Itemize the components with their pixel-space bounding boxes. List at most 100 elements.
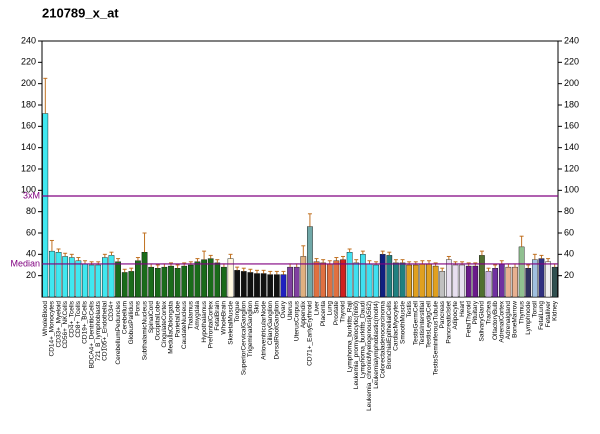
y2-tick-label: 140: [564, 142, 579, 152]
x-tick-label: Lymphoma_burkitts_Daudi: [360, 301, 367, 378]
y-tick-label: 80: [26, 206, 36, 216]
x-tick-label: Leukemia_promyelocytic(hl60): [353, 301, 360, 389]
x-tick-label: CD14+_Monocytes: [49, 300, 56, 356]
x-tick-label: Liver: [313, 300, 320, 315]
x-tick-label: TrigeminalGanglion: [247, 301, 254, 358]
bar: [174, 268, 181, 298]
bar: [287, 266, 293, 298]
x-tick-label: Testis: [406, 300, 413, 317]
bar: [128, 271, 135, 298]
bar: [366, 263, 373, 298]
y2-tick-label: 200: [564, 78, 579, 88]
bar: [274, 274, 280, 298]
y-tick-label: 40: [26, 249, 36, 259]
bar: [551, 266, 558, 298]
bar: [181, 265, 188, 298]
bar: [399, 262, 406, 298]
x-tick-label: CD33+_Myeloid: [55, 301, 62, 348]
x-tick-label: SuperiorCervicalGanglion: [240, 301, 247, 375]
x-tick-label: SmoothMuscle: [399, 301, 406, 344]
x-tick-label: BoneMarrow: [512, 301, 519, 338]
x-tick-label: Appendix: [300, 300, 307, 328]
bar: [320, 262, 326, 298]
y-tick-label: 100: [21, 185, 36, 195]
x-tick-label: TestisInterstitial: [419, 300, 426, 345]
bar: [340, 259, 346, 298]
bar: [62, 256, 68, 298]
x-tick-label: CardiacMyocytes: [393, 300, 400, 351]
bar: [254, 273, 260, 298]
y2-tick-label: 120: [564, 163, 579, 173]
reference-label: Median: [10, 258, 40, 268]
x-tick-label: CiliaryGanglion: [267, 301, 274, 345]
y-tick-label: 120: [21, 163, 36, 173]
bar: [532, 259, 538, 298]
x-tick-label: CD4+_Tcells: [68, 300, 75, 337]
y-tick-label: 160: [21, 121, 36, 131]
bar: [459, 264, 465, 298]
x-tick-label: Thalamus: [188, 300, 195, 329]
x-tick-label: PancreaticIslet: [446, 301, 453, 344]
x-tick-label: Thyroid: [340, 301, 347, 323]
x-tick-label: Adipocyte: [452, 301, 459, 330]
x-tick-label: WholeBrain: [221, 301, 228, 335]
x-tick-label: FetalThyroid: [465, 301, 472, 338]
bar: [75, 260, 82, 298]
bar: [492, 268, 498, 298]
x-tick-label: AdrenalCortex: [498, 300, 505, 342]
x-tick-label: Pons: [135, 300, 142, 316]
bar: [333, 260, 340, 298]
y-tick-label: 180: [21, 99, 36, 109]
y2-tick-label: 60: [564, 227, 574, 237]
x-tick-label: CD71+_EarlyErythroid: [307, 301, 314, 366]
x-tick-label: DorsalRootGanglion: [274, 301, 281, 360]
y-tick-label: 240: [21, 35, 36, 45]
bar: [214, 262, 221, 298]
x-tick-label: Pituitary: [472, 300, 479, 324]
y-tick-label: 140: [21, 142, 36, 152]
bar: [465, 265, 472, 298]
bar: [353, 262, 360, 298]
y2-tick-label: 100: [564, 185, 579, 195]
bar: [88, 264, 95, 298]
bar: [379, 254, 386, 298]
y-tick-label: 220: [21, 57, 36, 67]
x-tick-label: Uterus: [287, 300, 294, 320]
x-tick-label: ParietalLobe: [174, 301, 181, 338]
bar: [121, 272, 128, 298]
x-tick-label: WholeBlood: [42, 301, 49, 336]
bar: [373, 264, 379, 298]
x-tick-label: Fetalliver: [545, 300, 552, 327]
x-tick-label: CingulateCortex: [161, 300, 168, 347]
bar: [406, 264, 412, 298]
y2-tick-label: 80: [564, 206, 574, 216]
x-tick-label: Leukemialymphoblastic(molt4): [373, 301, 380, 389]
bar: [240, 271, 247, 298]
bar: [234, 270, 240, 298]
bar: [148, 266, 154, 298]
bar: [221, 266, 227, 298]
x-tick-label: Lung: [326, 301, 333, 316]
bar: [187, 264, 194, 298]
x-tick-label: TestisSeminiferousTubule: [432, 301, 439, 376]
x-tick-label: CD8+_Tcells: [75, 300, 82, 337]
bar: [498, 263, 505, 298]
bar: [525, 268, 532, 298]
x-tick-label: Placenta: [320, 301, 327, 327]
y2-tick-label: 180: [564, 99, 579, 109]
x-tick-label: Trachea: [485, 301, 492, 325]
bar: [293, 266, 300, 298]
bar: [108, 255, 115, 298]
x-tick-label: Tongue: [234, 301, 241, 323]
y2-tick-label: 240: [564, 35, 579, 45]
y-tick-label: 200: [21, 78, 36, 88]
x-tick-label: Tonsil: [532, 300, 539, 317]
x-tick-label: Prostate: [333, 301, 340, 326]
x-tick-label: OlfactoryBulb: [492, 301, 499, 340]
x-tick-label: Lymphnode: [525, 301, 532, 335]
bar: [472, 265, 479, 298]
x-tick-label: SalivaryGland: [479, 301, 486, 342]
bar: [201, 259, 207, 298]
bar: [313, 261, 320, 298]
bar: [545, 261, 551, 298]
